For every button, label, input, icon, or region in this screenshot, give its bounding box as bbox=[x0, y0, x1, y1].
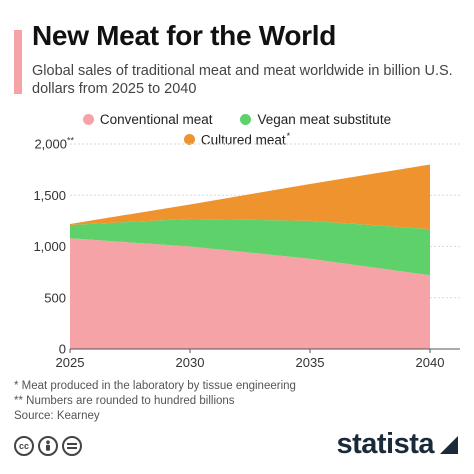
cc-icon[interactable]: cc bbox=[14, 436, 34, 456]
y-tick-label: 2,000** bbox=[34, 136, 74, 152]
by-icon[interactable] bbox=[38, 436, 58, 456]
legend-dot-vegan bbox=[240, 113, 252, 125]
area-vegan-meat-substitute bbox=[70, 218, 430, 276]
legend-footnote-marker: * bbox=[286, 130, 291, 141]
y-tick-label: 0 bbox=[59, 342, 66, 357]
x-tick-label: 2035 bbox=[296, 355, 325, 370]
legend-dot-conventional bbox=[82, 113, 94, 125]
license-icons: cc bbox=[14, 436, 82, 456]
area-cultured-meat bbox=[70, 164, 430, 230]
legend-dot-cultured bbox=[183, 133, 195, 145]
footnotes: * Meat produced in the laboratory by tis… bbox=[14, 379, 296, 424]
footnote-rounding: ** Numbers are rounded to hundred billio… bbox=[14, 395, 235, 407]
legend-label-conventional: Conventional meat bbox=[99, 111, 213, 127]
area-conventional-meat bbox=[70, 238, 430, 349]
x-tick-label: 2025 bbox=[56, 355, 85, 370]
legend-label-vegan: Vegan meat substitute bbox=[257, 111, 392, 127]
footnote-cultured: * Meat produced in the laboratory by tis… bbox=[14, 380, 296, 392]
chart-subtitle: Global sales of traditional meat and mea… bbox=[32, 63, 453, 97]
chart-title: New Meat for the World bbox=[32, 20, 337, 51]
y-tick-label: 1,500 bbox=[33, 188, 66, 203]
y-tick-label: 500 bbox=[44, 290, 66, 305]
x-tick-label: 2030 bbox=[176, 355, 205, 370]
legend-item-conventional: Conventional meat bbox=[82, 111, 213, 127]
title-accent-bar bbox=[14, 30, 22, 94]
x-tick-label: 2040 bbox=[416, 355, 445, 370]
statista-mark-icon bbox=[440, 435, 458, 454]
statista-logo[interactable]: statista bbox=[336, 428, 460, 461]
footnote-source: Source: Kearney bbox=[14, 410, 100, 422]
statista-wordmark: statista bbox=[336, 428, 434, 460]
legend-item-vegan: Vegan meat substitute bbox=[240, 112, 391, 127]
equals-icon[interactable] bbox=[62, 436, 82, 456]
y-tick-label: 1,000 bbox=[33, 239, 66, 254]
